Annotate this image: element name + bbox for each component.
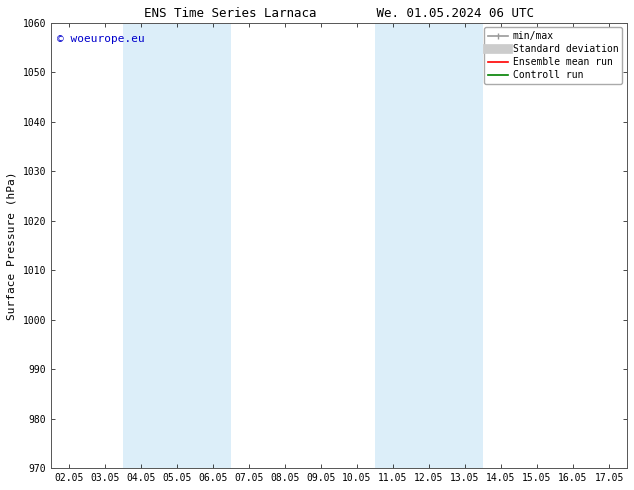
Bar bbox=[123, 23, 231, 468]
Legend: min/max, Standard deviation, Ensemble mean run, Controll run: min/max, Standard deviation, Ensemble me… bbox=[484, 27, 622, 84]
Bar bbox=[375, 23, 483, 468]
Text: © woeurope.eu: © woeurope.eu bbox=[56, 34, 145, 44]
Y-axis label: Surface Pressure (hPa): Surface Pressure (hPa) bbox=[7, 171, 17, 319]
Title: ENS Time Series Larnaca        We. 01.05.2024 06 UTC: ENS Time Series Larnaca We. 01.05.2024 0… bbox=[144, 7, 534, 20]
